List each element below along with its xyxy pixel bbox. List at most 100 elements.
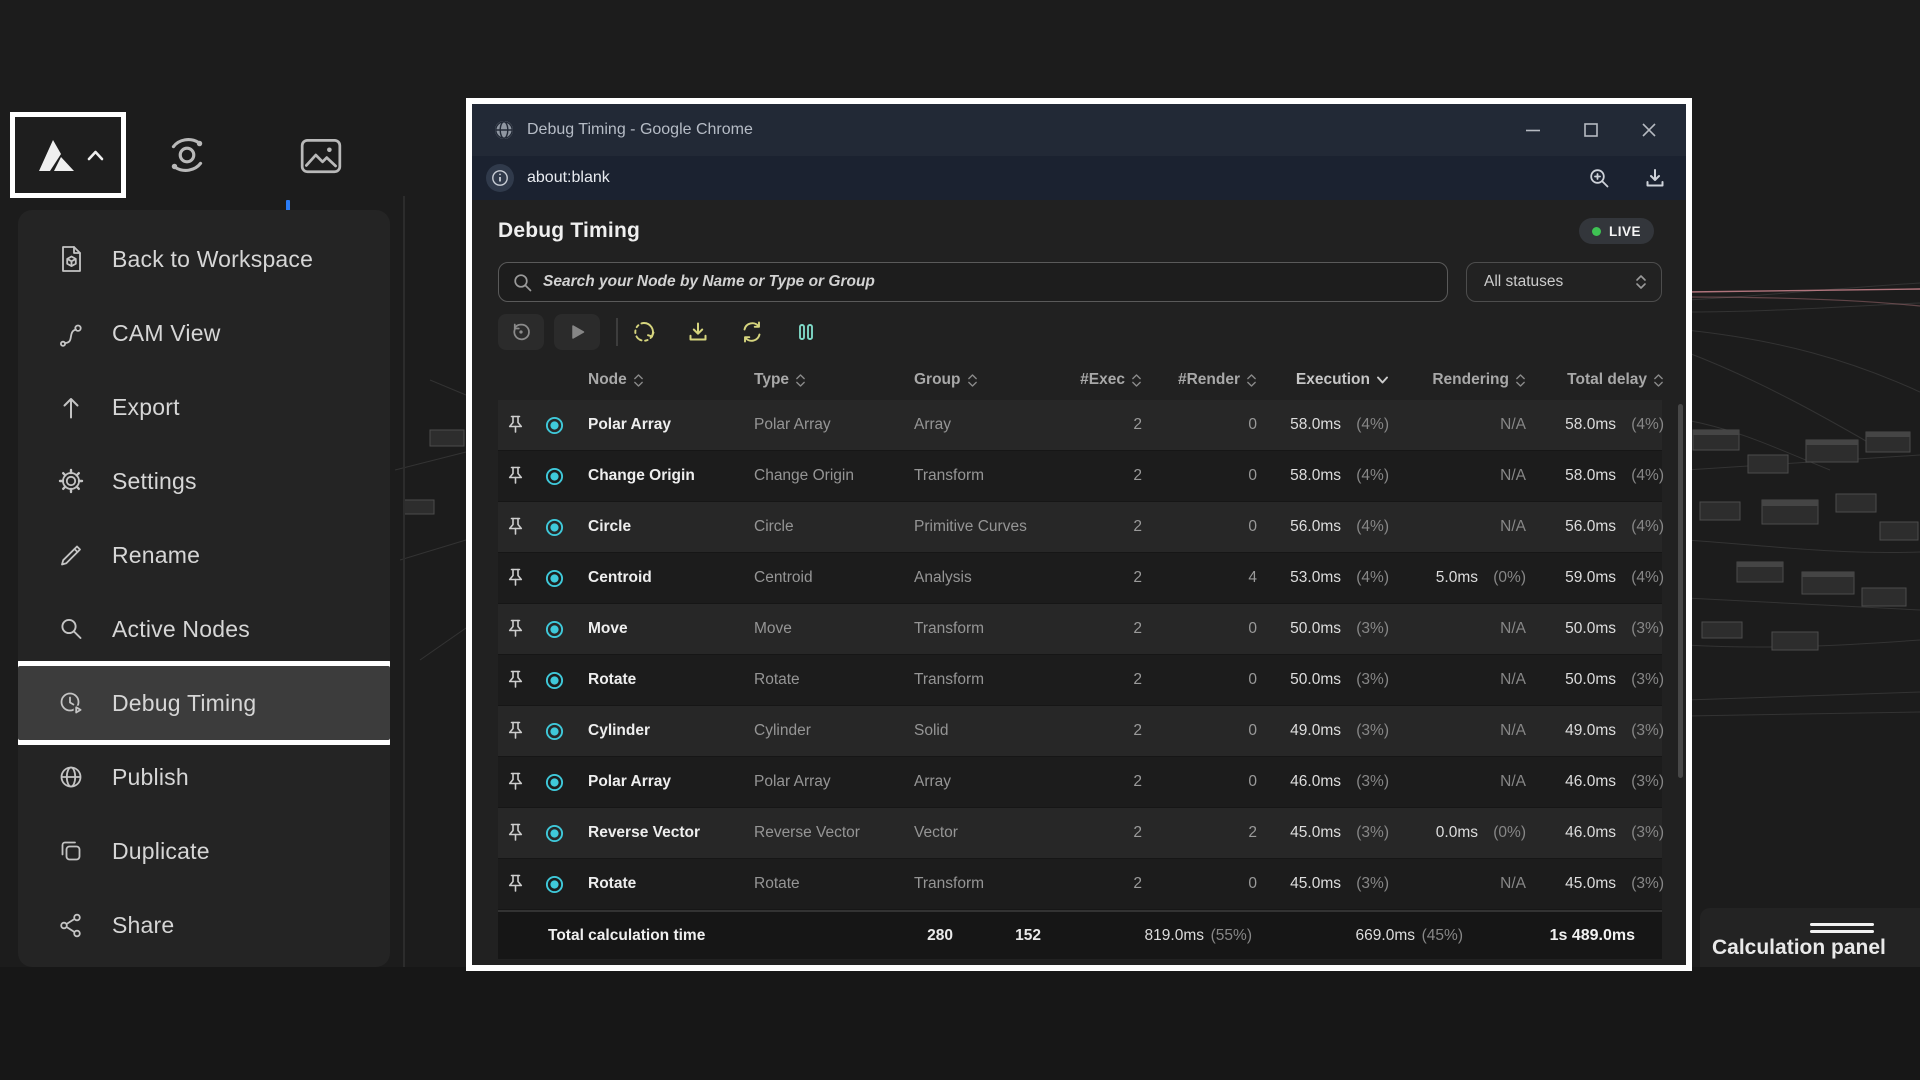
menu-item-rename[interactable]: Rename	[18, 518, 390, 592]
table-row[interactable]: Move Move Transform 2 0 50.0ms (3%) N/A 50.0ms (3…	[498, 604, 1664, 655]
menu-item-back-to-workspace[interactable]: Back to Workspace	[18, 222, 390, 296]
pin-icon[interactable]	[498, 771, 532, 793]
column-header-node[interactable]: Node	[576, 371, 748, 389]
menu-item-active-nodes[interactable]: Active Nodes	[18, 592, 390, 666]
cell-exec-count: 2	[1133, 620, 1142, 637]
node-visibility-radio[interactable]	[532, 721, 576, 742]
url-text[interactable]: about:blank	[527, 169, 610, 186]
search-icon	[513, 273, 532, 292]
table-row[interactable]: Rotate Rotate Transform 2 0 50.0ms (3%) N/A 50.0…	[498, 655, 1664, 706]
column-header-execution[interactable]: Execution	[1257, 371, 1389, 389]
zoom-in-icon[interactable]	[1588, 167, 1610, 189]
table-scrollbar[interactable]	[1678, 404, 1683, 778]
node-visibility-radio[interactable]	[532, 772, 576, 793]
node-visibility-radio[interactable]	[532, 823, 576, 844]
pin-icon[interactable]	[498, 669, 532, 691]
column-header-total-delay[interactable]: Total delay	[1526, 371, 1664, 389]
window-titlebar[interactable]: Debug Timing - Google Chrome	[472, 104, 1686, 156]
pin-icon[interactable]	[498, 465, 532, 487]
pin-icon[interactable]	[498, 567, 532, 589]
url-bar[interactable]: about:blank	[472, 156, 1686, 200]
sort-icon	[633, 373, 644, 388]
node-search-box[interactable]	[498, 262, 1448, 302]
dotted-refresh-icon[interactable]	[632, 320, 656, 344]
cell-execution-time: 49.0ms (3%)	[1290, 722, 1389, 739]
history-button[interactable]	[498, 314, 544, 350]
live-label: LIVE	[1608, 223, 1641, 239]
node-visibility-radio[interactable]	[532, 670, 576, 691]
cell-execution-time: 53.0ms (4%)	[1290, 569, 1389, 586]
cell-total-delay: 49.0ms (3%)	[1565, 722, 1664, 739]
sort-icon	[1515, 373, 1526, 388]
table-row[interactable]: Centroid Centroid Analysis 2 4 53.0ms (4%) 5.0m…	[498, 553, 1664, 604]
minimize-button[interactable]	[1524, 121, 1542, 139]
cell-rendering-time: N/A	[1500, 722, 1526, 739]
column-header-rendering[interactable]: Rendering	[1389, 371, 1526, 389]
cell-node-name: Rotate	[588, 875, 637, 892]
cell-node-type: Rotate	[754, 671, 800, 688]
menu-item-publish[interactable]: Publish	[18, 740, 390, 814]
table-footer-row: Total calculation time 280 152 819.0ms (…	[498, 910, 1662, 959]
cell-node-group: Primitive Curves	[914, 518, 1027, 535]
cell-node-group: Solid	[914, 722, 949, 739]
app-logo-button[interactable]	[10, 112, 126, 198]
menu-item-share[interactable]: Share	[18, 888, 390, 962]
menu-item-settings[interactable]: Settings	[18, 444, 390, 518]
pin-icon[interactable]	[498, 720, 532, 742]
node-visibility-radio[interactable]	[532, 415, 576, 436]
sort-icon	[1653, 373, 1664, 388]
column-header-render[interactable]: #Render	[1142, 371, 1257, 389]
cell-execution-time: 50.0ms (3%)	[1290, 620, 1389, 637]
column-header-exec[interactable]: #Exec	[1078, 371, 1142, 389]
node-visibility-radio[interactable]	[532, 466, 576, 487]
cell-render-count: 0	[1248, 875, 1257, 892]
play-button[interactable]	[554, 314, 600, 350]
window-title: Debug Timing - Google Chrome	[527, 121, 753, 138]
calculation-panel[interactable]: Calculation panel	[1700, 908, 1920, 967]
orbit-view-icon[interactable]	[161, 129, 213, 181]
pencil-icon	[56, 540, 86, 570]
menu-item-duplicate[interactable]: Duplicate	[18, 814, 390, 888]
node-visibility-radio[interactable]	[532, 874, 576, 895]
pin-icon[interactable]	[498, 618, 532, 640]
menu-item-export[interactable]: Export	[18, 370, 390, 444]
cell-node-type: Reverse Vector	[754, 824, 860, 841]
cell-execution-time: 46.0ms (3%)	[1290, 773, 1389, 790]
table-row[interactable]: Reverse Vector Reverse Vector Vector 2 2 45.0…	[498, 808, 1664, 859]
cell-total-delay: 46.0ms (3%)	[1565, 773, 1664, 790]
cell-node-type: Cylinder	[754, 722, 811, 739]
status-filter-select[interactable]: All statuses	[1466, 262, 1662, 302]
cell-exec-count: 2	[1133, 671, 1142, 688]
site-info-icon[interactable]	[486, 164, 514, 192]
browser-window: Debug Timing - Google Chrome	[466, 98, 1692, 971]
pin-icon[interactable]	[498, 414, 532, 436]
node-visibility-radio[interactable]	[532, 619, 576, 640]
download-icon[interactable]	[686, 320, 710, 344]
pin-icon[interactable]	[498, 822, 532, 844]
column-header-type[interactable]: Type	[748, 371, 908, 389]
table-row[interactable]: Polar Array Polar Array Array 2 0 46.0ms (3%) N…	[498, 757, 1664, 808]
pin-icon[interactable]	[498, 873, 532, 895]
cell-rendering-time: N/A	[1500, 620, 1526, 637]
pause-icon[interactable]	[794, 320, 818, 344]
table-row[interactable]: Polar Array Polar Array Array 2 0 58.0ms (4%) N…	[498, 400, 1664, 451]
table-row[interactable]: Change Origin Change Origin Transform 2 0 58.…	[498, 451, 1664, 502]
sort-icon	[1246, 373, 1257, 388]
image-icon[interactable]	[295, 129, 347, 181]
table-row[interactable]: Circle Circle Primitive Curves 2 0 56.0ms (4%)…	[498, 502, 1664, 553]
cell-node-group: Transform	[914, 875, 985, 892]
close-button[interactable]	[1640, 121, 1658, 139]
table-row[interactable]: Cylinder Cylinder Solid 2 0 49.0ms (3%) N/A 49.0…	[498, 706, 1664, 757]
table-row[interactable]: Rotate Rotate Transform 2 0 45.0ms (3%) N/A 45.0…	[498, 859, 1664, 910]
menu-item-debug-timing[interactable]: Debug Timing	[18, 666, 390, 740]
cell-exec-count: 2	[1133, 467, 1142, 484]
pin-icon[interactable]	[498, 516, 532, 538]
download-page-icon[interactable]	[1644, 167, 1666, 189]
node-visibility-radio[interactable]	[532, 568, 576, 589]
sync-icon[interactable]	[740, 320, 764, 344]
node-visibility-radio[interactable]	[532, 517, 576, 538]
search-input[interactable]	[543, 273, 1433, 291]
maximize-button[interactable]	[1582, 121, 1600, 139]
menu-item-cam-view[interactable]: CAM View	[18, 296, 390, 370]
column-header-group[interactable]: Group	[908, 371, 1078, 389]
